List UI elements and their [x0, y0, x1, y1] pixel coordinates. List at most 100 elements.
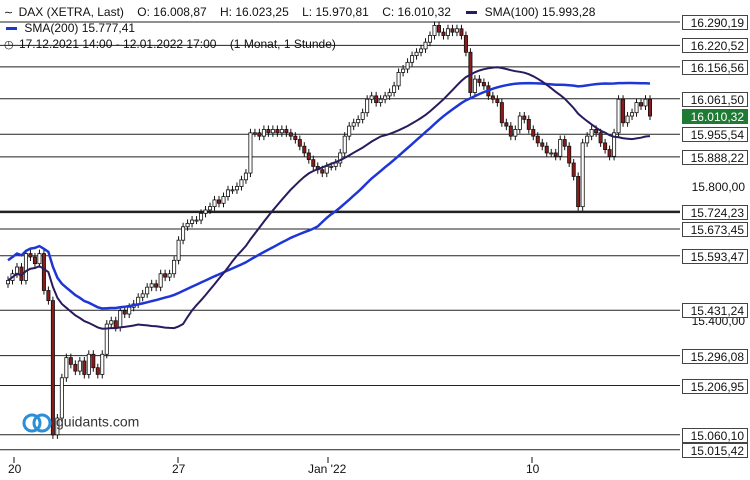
candle-down: [562, 139, 567, 147]
candle-up: [86, 353, 91, 375]
sma200-line: [7, 81, 651, 310]
candle-down: [50, 300, 55, 436]
candle-up: [37, 253, 42, 265]
candle-up: [342, 135, 347, 154]
candle-up: [630, 112, 635, 117]
candle-down: [621, 98, 626, 124]
candle-up: [230, 189, 235, 192]
candle-down: [459, 28, 464, 36]
candle-down: [594, 129, 599, 134]
candle-up: [127, 306, 132, 315]
sma100-label: SMA(100): [484, 5, 539, 19]
candle-up: [472, 78, 477, 93]
candle-down: [122, 310, 127, 315]
candle-down: [284, 129, 289, 134]
candle-down: [535, 135, 540, 144]
guidants-logo-icon: [22, 413, 52, 433]
candle-down: [68, 357, 73, 365]
candle-down: [508, 125, 513, 137]
candle-down: [113, 320, 118, 328]
candle-up: [194, 219, 199, 222]
candle-down: [639, 102, 644, 107]
candle-up: [612, 132, 617, 157]
x-tick-label: 10: [526, 462, 540, 476]
candle-up: [392, 85, 397, 93]
price-label: 15.724,23: [682, 204, 748, 220]
candle-down: [607, 149, 612, 157]
candle-down: [436, 25, 441, 33]
x-tick-label: 20: [8, 462, 22, 476]
candle-down: [82, 360, 87, 375]
candle-up: [396, 72, 401, 87]
candle-down: [311, 159, 316, 167]
candle-up: [625, 115, 630, 124]
candle-up: [279, 129, 284, 134]
period-range: 17.12.2021 14:00 - 12.01.2022 17:00: [18, 37, 217, 51]
guidants-logo: guidants.com: [22, 412, 139, 434]
candle-up: [64, 357, 69, 379]
candle-down: [481, 82, 486, 87]
candle-down: [567, 145, 572, 164]
candle-up: [118, 310, 123, 328]
candle-down: [450, 28, 455, 33]
candle-up: [643, 98, 648, 107]
candle-up: [351, 122, 356, 127]
candle-up: [585, 135, 590, 144]
candle-up: [190, 219, 195, 224]
price-label: 15.015,42: [682, 442, 748, 458]
x-tick-label: Jan '22: [308, 462, 347, 476]
candle-down: [320, 169, 325, 174]
candle-up: [109, 320, 114, 325]
candle-up: [347, 125, 352, 137]
candlestick-series: [6, 21, 653, 439]
candle-down: [490, 95, 495, 100]
candle-up: [59, 377, 64, 419]
candle-down: [293, 135, 298, 140]
candle-down: [374, 95, 379, 104]
candle-down: [302, 145, 307, 154]
candle-down: [73, 363, 78, 372]
candle-up: [383, 95, 388, 100]
close-value: 16.010,32: [397, 5, 451, 19]
candle-down: [297, 139, 302, 147]
candle-down: [217, 199, 222, 204]
legend-row-period: ◷ 17.12.2021 14:00 - 12.01.2022 17:00 (1…: [4, 37, 336, 52]
candle-up: [104, 323, 109, 355]
candle-up: [401, 68, 406, 73]
high-label: H:: [220, 5, 233, 19]
x-axis-ticks: [13, 457, 533, 463]
candle-up: [181, 226, 186, 241]
candle-up: [423, 41, 428, 50]
candle-up: [549, 152, 554, 155]
price-label: 16.220,52: [682, 38, 748, 54]
candle-down: [41, 253, 46, 291]
price-label: 15.955,54: [682, 127, 748, 143]
candle-up: [616, 98, 621, 134]
candle-down: [95, 367, 100, 375]
candle-down: [576, 176, 581, 208]
candle-up: [248, 132, 253, 174]
x-tick-label: 27: [172, 462, 186, 476]
open-label: O:: [137, 5, 150, 19]
candle-up: [145, 286, 150, 295]
candle-up: [261, 129, 266, 137]
sma100-line: [7, 66, 651, 330]
legend-row-ohlc: ∼ DAX (XETRA, Last) O: 16.008,87 H: 16.0…: [4, 5, 595, 20]
sma200-value: 15.777,41: [81, 21, 136, 35]
candle-up: [428, 35, 433, 43]
candle-down: [463, 35, 468, 53]
candle-down: [288, 132, 293, 137]
sma100-swatch: [466, 11, 478, 15]
candle-up: [329, 165, 334, 168]
open-value: 16.008,87: [153, 5, 207, 19]
candle-down: [648, 98, 653, 117]
candle-up: [419, 48, 424, 53]
sma100-value: 15.993,28: [541, 5, 596, 19]
high-value: 16.023,25: [235, 5, 289, 19]
candle-up: [243, 172, 248, 181]
candle-up: [212, 199, 217, 208]
candle-up: [149, 283, 154, 288]
candle-up: [454, 28, 459, 33]
candle-up: [55, 417, 60, 436]
candle-down: [163, 273, 168, 278]
